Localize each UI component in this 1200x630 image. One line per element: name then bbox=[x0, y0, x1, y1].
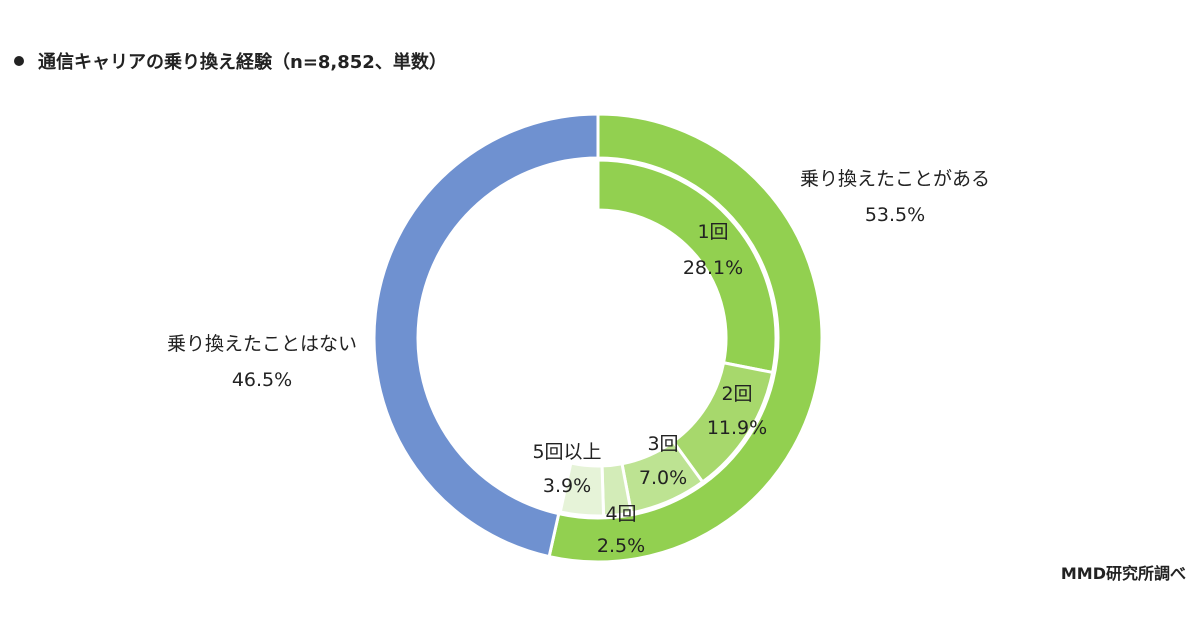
inner-slice-5 bbox=[558, 461, 606, 518]
inner-slice-2-label: 2回 bbox=[721, 383, 752, 405]
inner-slice-5-label: 5回以上 bbox=[532, 441, 601, 463]
chart-title: 通信キャリアの乗り換え経験（n=8,852、単数） bbox=[38, 52, 447, 73]
outer-slice-2-value: 46.5% bbox=[232, 369, 292, 391]
outer-slice-1-value: 53.5% bbox=[865, 204, 925, 226]
inner-slice-2-value: 11.9% bbox=[707, 417, 767, 439]
inner-slice-3-value: 7.0% bbox=[639, 467, 687, 489]
inner-slice-4-label: 4回 bbox=[605, 503, 636, 525]
outer-slice-2-label: 乗り換えたことはない bbox=[167, 333, 357, 355]
outer-slice-1 bbox=[547, 112, 824, 564]
inner-slice-1-label: 1回 bbox=[697, 221, 728, 243]
inner-slice-4-value: 2.5% bbox=[597, 535, 645, 557]
inner-slice-1-value: 28.1% bbox=[683, 257, 743, 279]
inner-slice-3-label: 3回 bbox=[647, 433, 678, 455]
chart-title-row: 通信キャリアの乗り換え経験（n=8,852、単数） bbox=[14, 48, 447, 74]
outer-slice-2 bbox=[372, 112, 600, 559]
bullet-icon bbox=[14, 56, 24, 66]
inner-slice-5-value: 3.9% bbox=[543, 475, 591, 497]
outer-slice-1-label: 乗り換えたことがある bbox=[800, 168, 990, 190]
inner-slice-1 bbox=[596, 158, 778, 375]
source-note: MMD研究所調べ bbox=[1060, 564, 1186, 583]
